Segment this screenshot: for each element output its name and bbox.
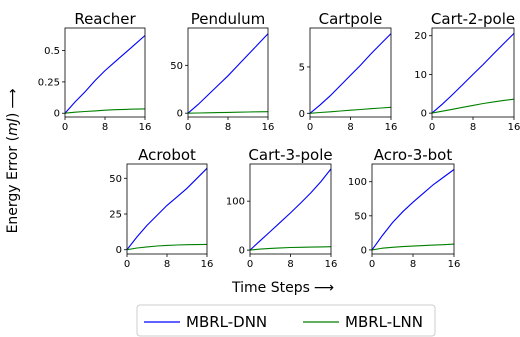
y-tick-label: 100 — [348, 177, 367, 188]
y-tick-label: 50 — [109, 174, 122, 185]
series-line-lnn — [431, 98, 515, 114]
subplot-3: Cart-2-pole 0 8 16 0 10 20 — [414, 10, 520, 133]
x-tick-label: 8 — [470, 122, 476, 133]
y-tick-label: 10 — [414, 70, 427, 81]
subplot-1: Pendulum 0 8 16 0 50 — [170, 10, 274, 133]
subplot-title: Cart-2-pole — [431, 10, 515, 28]
x-tick-label: 16 — [448, 259, 461, 270]
subplot-4: Acrobot 0 8 16 0 25 50 — [109, 146, 213, 270]
plot-frame — [431, 27, 515, 118]
subplot-5: Cart-3-pole 0 8 16 0 100 — [226, 146, 337, 270]
series-line-lnn — [371, 243, 455, 251]
x-tick-label: 0 — [429, 122, 435, 133]
x-tick-label: 0 — [124, 259, 130, 270]
x-tick-label: 0 — [62, 122, 68, 133]
x-tick-label: 8 — [287, 259, 293, 270]
y-tick-label: 0 — [116, 245, 122, 256]
x-tick-label: 8 — [347, 122, 353, 133]
y-tick-label: 100 — [226, 197, 245, 208]
x-axis-label: Time Steps ⟶ — [231, 280, 334, 296]
series-line-lnn — [126, 243, 208, 251]
y-tick-label: 25 — [109, 210, 122, 221]
series-line-lnn — [64, 108, 146, 114]
legend-label-lnn: MBRL-LNN — [345, 313, 423, 331]
y-tick-label: 50 — [354, 211, 367, 222]
x-tick-label: 8 — [102, 122, 108, 133]
x-tick-label: 0 — [185, 122, 191, 133]
x-tick-label: 16 — [325, 259, 338, 270]
series-line-dnn — [126, 167, 208, 251]
plot-frame — [371, 163, 455, 255]
subplot-title: Cart-3-pole — [248, 146, 332, 164]
y-tick-label: 20 — [414, 31, 427, 42]
subplot-title: Acrobot — [138, 146, 196, 164]
y-tick-label: 0 — [177, 109, 183, 120]
x-tick-label: 8 — [225, 122, 231, 133]
y-tick-label: 50 — [170, 61, 183, 72]
x-tick-label: 16 — [139, 122, 152, 133]
x-tick-label: 16 — [201, 259, 214, 270]
plot-frame — [249, 163, 332, 255]
series-line-dnn — [64, 35, 146, 114]
subplot-2: Cartpole 0 8 16 0 5 — [299, 10, 398, 133]
series-line-dnn — [309, 33, 392, 114]
subplot-title: Acro-3-bot — [374, 146, 453, 164]
y-tick-label: 0 — [54, 109, 60, 120]
plot-frame — [64, 27, 146, 118]
subplot-title: Cartpole — [319, 10, 383, 28]
series-line-lnn — [309, 106, 392, 114]
plot-frame — [126, 163, 208, 255]
series-line-dnn — [187, 33, 269, 114]
y-tick-label: 0 — [239, 246, 245, 257]
y-tick-label: 0.25 — [38, 77, 60, 88]
legend-frame — [136, 304, 436, 337]
legend-label-dnn: MBRL-DNN — [186, 313, 267, 331]
x-tick-label: 8 — [410, 259, 416, 270]
x-tick-label: 8 — [164, 259, 170, 270]
x-tick-label: 0 — [307, 122, 313, 133]
x-tick-label: 16 — [262, 122, 275, 133]
subplot-title: Reacher — [74, 10, 136, 28]
x-tick-label: 16 — [508, 122, 520, 133]
subplot-title: Pendulum — [191, 10, 266, 28]
subplot-0: Reacher 0 8 16 0 0.25 0.5 — [38, 10, 152, 133]
series-line-dnn — [249, 168, 332, 251]
plot-frame — [187, 27, 269, 118]
x-tick-label: 0 — [247, 259, 253, 270]
x-tick-label: 16 — [385, 122, 398, 133]
subplot-6: Acro-3-bot 0 8 16 0 50 100 — [348, 146, 460, 270]
y-tick-label: 5 — [299, 62, 305, 73]
legend: MBRL-DNN MBRL-LNN — [136, 304, 436, 337]
y-tick-label: 0.5 — [44, 46, 60, 57]
x-tick-label: 0 — [369, 259, 375, 270]
series-line-dnn — [371, 169, 455, 251]
y-tick-label: 0 — [421, 109, 427, 120]
y-axis-label: Energy Error (mJ)⟶ — [5, 89, 21, 234]
y-tick-label: 0 — [361, 245, 367, 256]
y-tick-label: 0 — [299, 109, 305, 120]
series-line-dnn — [431, 33, 515, 114]
series-line-lnn — [187, 111, 269, 114]
series-line-lnn — [249, 246, 332, 251]
